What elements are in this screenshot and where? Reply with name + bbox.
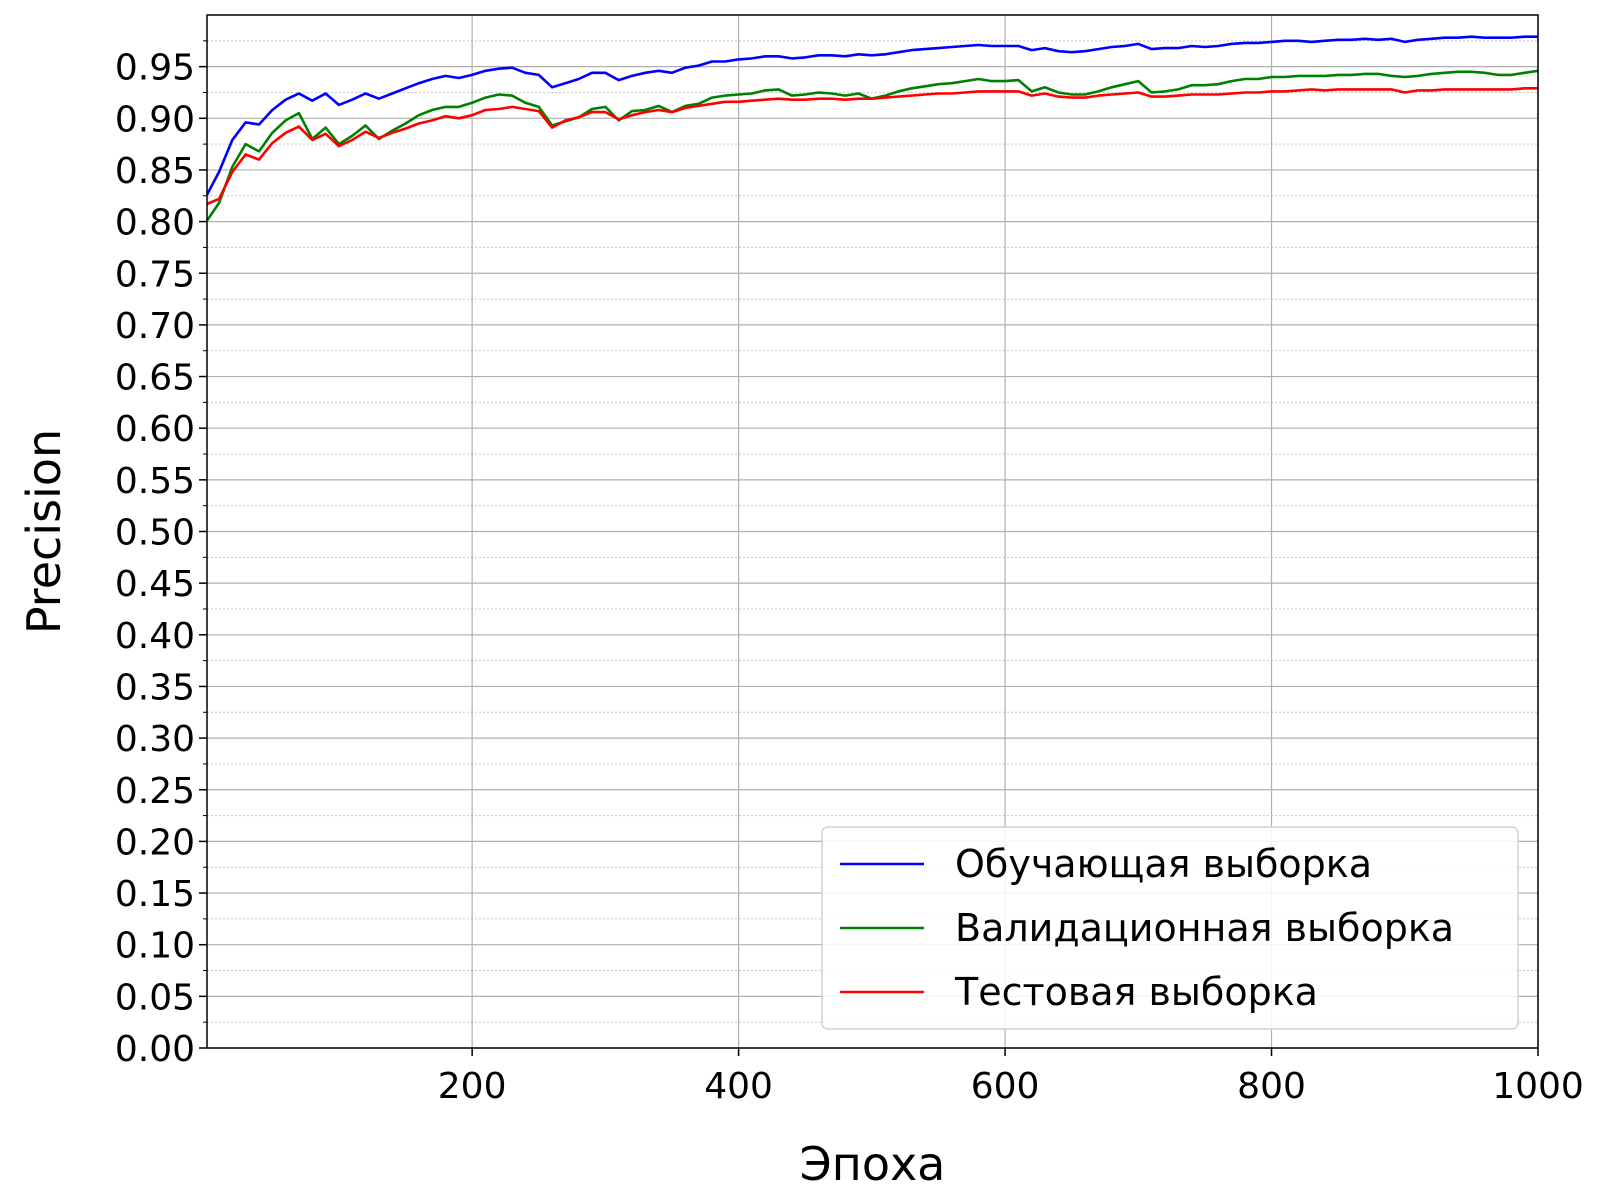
y-tick-label: 0.70 (115, 306, 195, 347)
x-tick-label: 200 (438, 1066, 507, 1107)
y-tick-label: 0.20 (115, 822, 195, 863)
y-tick-label: 0.80 (115, 203, 195, 244)
y-tick-label: 0.00 (115, 1029, 195, 1070)
x-tick-label: 600 (971, 1066, 1040, 1107)
y-tick-label: 0.75 (115, 254, 195, 295)
legend: Обучающая выборка Валидационная выборка Те… (821, 826, 1519, 1030)
y-tick-label: 0.15 (115, 874, 195, 915)
series-line-3 (206, 87, 1538, 206)
x-tick-label: 1000 (1492, 1066, 1584, 1107)
axis-ticks: 0.00 0.05 0.10 0.15 0.20 0.25 0.30 0.35 0.40 0.45… (115, 40, 1584, 1107)
y-tick-label: 0.85 (115, 151, 195, 192)
legend-label: Валидационная выборка (955, 906, 1454, 950)
legend-label: Обучающая выборка (955, 842, 1372, 886)
legend-box (821, 826, 1519, 1030)
y-tick-label: 0.40 (115, 616, 195, 657)
x-tick-label: 800 (1237, 1066, 1306, 1107)
y-tick-label: 0.90 (115, 99, 195, 140)
y-tick-label: 0.10 (115, 926, 195, 967)
y-tick-label: 0.45 (115, 564, 195, 605)
y-tick-label: 0.30 (115, 719, 195, 760)
x-axis-title: Эпоха (800, 1137, 946, 1191)
y-tick-label: 0.55 (115, 461, 195, 502)
x-tick-label: 400 (704, 1066, 773, 1107)
y-tick-label: 0.50 (115, 513, 195, 554)
y-tick-label: 0.35 (115, 667, 195, 708)
y-tick-label: 0.25 (115, 771, 195, 812)
y-tick-label: 0.95 (115, 48, 195, 89)
series-line-1 (205, 35, 1538, 196)
y-tick-label: 0.60 (115, 409, 195, 450)
y-tick-label: 0.05 (115, 977, 195, 1018)
y-tick-label: 0.65 (115, 358, 195, 399)
legend-label: Тестовая выборка (954, 970, 1318, 1014)
series-lines (205, 35, 1539, 222)
y-axis-title: Precision (17, 429, 71, 634)
